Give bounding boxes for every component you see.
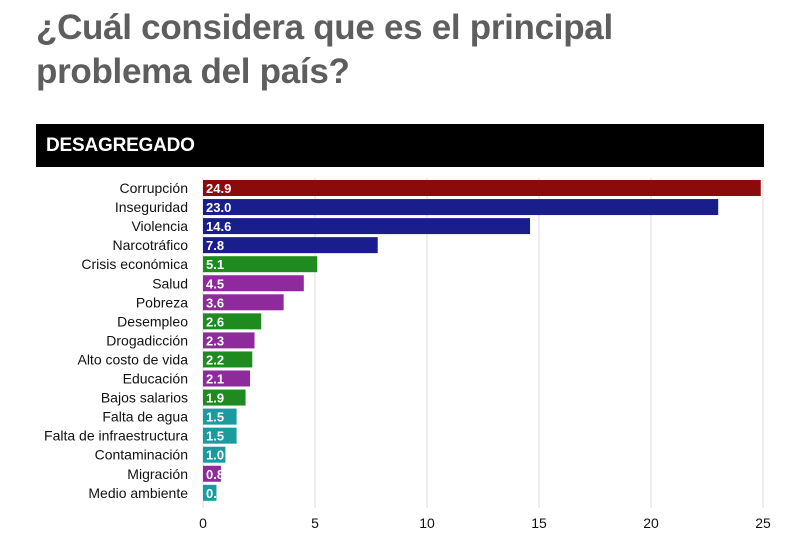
category-label: Drogadicción	[106, 332, 188, 348]
category-label: Pobreza	[136, 294, 188, 310]
category-label: Alto costo de vida	[77, 351, 188, 367]
bar	[203, 389, 246, 406]
data-label: 2.6	[206, 314, 224, 329]
category-label: Desempleo	[117, 313, 188, 329]
x-tick-label: 10	[419, 515, 435, 531]
data-label: 3.6	[206, 295, 224, 310]
data-label: 0.6	[206, 486, 224, 501]
banner-label: DESAGREGADO	[46, 135, 195, 156]
category-label: Salud	[152, 275, 188, 291]
x-tick-label: 0	[199, 515, 207, 531]
bar	[203, 370, 251, 387]
bar	[203, 484, 217, 501]
data-label: 5.1	[206, 257, 224, 272]
data-label: 1.5	[206, 410, 224, 425]
data-label: 14.6	[206, 219, 231, 234]
category-label: Crisis económica	[81, 256, 188, 272]
bar	[203, 275, 304, 292]
category-label: Educación	[123, 371, 188, 387]
bar	[203, 199, 719, 216]
bar	[203, 351, 253, 368]
category-label: Narcotráfico	[113, 237, 189, 253]
data-label: 1.0	[206, 448, 224, 463]
bar	[203, 294, 284, 311]
bar	[203, 408, 237, 425]
x-tick-label: 5	[311, 515, 319, 531]
bar	[203, 465, 221, 482]
bar	[203, 180, 761, 196]
chart-title: ¿Cuál considera que es el principal prob…	[36, 8, 613, 91]
data-label: 2.1	[206, 372, 224, 387]
x-tick-label: 20	[643, 515, 659, 531]
bar	[203, 313, 262, 330]
category-label: Corrupción	[120, 180, 188, 196]
bar	[203, 237, 378, 254]
category-label: Medio ambiente	[88, 485, 188, 501]
section-banner: DESAGREGADO	[36, 124, 764, 167]
data-label: 4.5	[206, 276, 224, 291]
bar	[203, 332, 255, 349]
bar	[203, 446, 226, 463]
category-label: Bajos salarios	[101, 390, 188, 406]
category-label: Violencia	[131, 218, 188, 234]
bar-chart: 0 5 10 15 20 25 Corrupción 24.9 Inseguridad 23.0 V…	[44, 178, 771, 531]
x-tick-label: 25	[755, 515, 771, 531]
bar	[203, 427, 237, 444]
bar	[203, 256, 318, 273]
bar	[203, 218, 531, 235]
x-tick-label: 15	[531, 515, 547, 531]
data-label: 1.5	[206, 429, 224, 444]
data-label: 0.8	[206, 467, 224, 482]
category-label: Inseguridad	[115, 199, 188, 215]
category-label: Migración	[127, 466, 188, 482]
category-label: Falta de agua	[102, 409, 188, 425]
data-label: 24.9	[206, 181, 231, 196]
category-label: Falta de infraestructura	[44, 428, 188, 444]
category-label: Contaminación	[95, 447, 188, 463]
data-label: 23.0	[206, 200, 231, 215]
data-label: 2.3	[206, 333, 224, 348]
data-label: 1.9	[206, 391, 224, 406]
data-label: 7.8	[206, 238, 224, 253]
data-label: 2.2	[206, 352, 224, 367]
